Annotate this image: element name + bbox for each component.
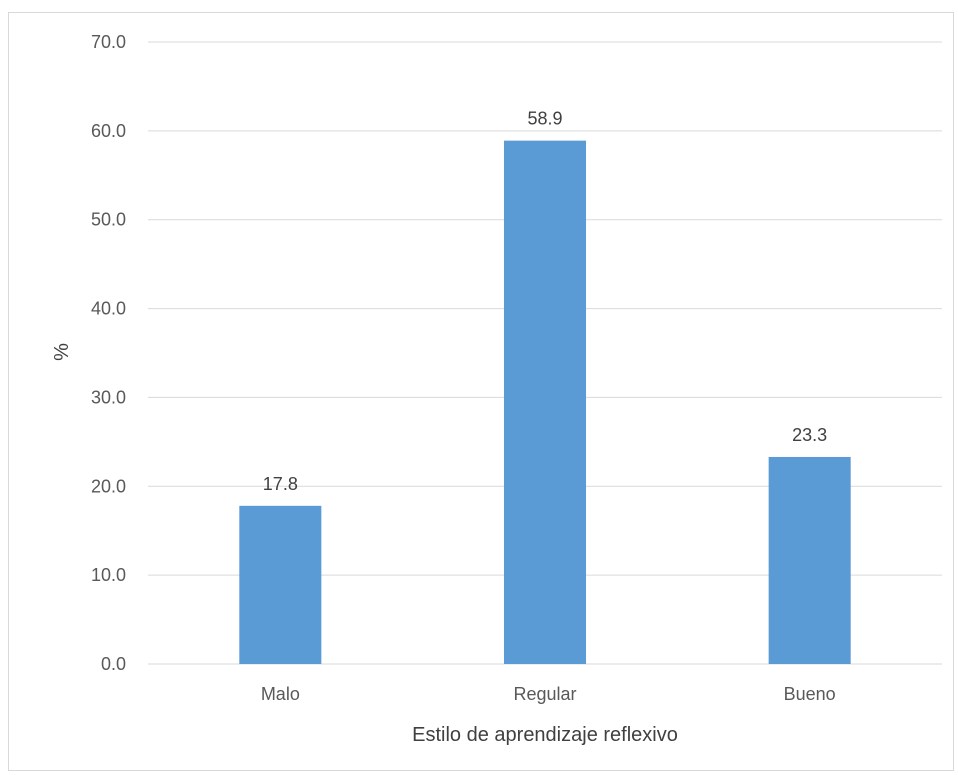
data-labels: 17.8 58.9 23.3	[263, 109, 827, 494]
y-axis-title: %	[51, 343, 73, 361]
y-axis-ticks: 0.0 10.0 20.0 30.0 40.0 50.0 60.0 70.0	[91, 32, 126, 674]
x-axis-ticks: Malo Regular Bueno	[261, 684, 836, 704]
data-label-regular: 58.9	[527, 109, 562, 129]
bars	[239, 140, 851, 665]
x-tick-label-regular: Regular	[513, 684, 576, 704]
y-tick-label: 20.0	[91, 476, 126, 496]
x-tick-label-bueno: Bueno	[784, 684, 836, 704]
x-tick-label-malo: Malo	[261, 684, 300, 704]
x-axis-title: Estilo de aprendizaje reflexivo	[412, 724, 678, 746]
data-label-bueno: 23.3	[792, 425, 827, 445]
y-tick-label: 70.0	[91, 32, 126, 52]
data-label-malo: 17.8	[263, 474, 298, 494]
y-tick-label: 10.0	[91, 565, 126, 585]
y-tick-label: 30.0	[91, 387, 126, 407]
y-tick-label: 40.0	[91, 299, 126, 319]
bar-malo	[239, 505, 322, 664]
y-tick-label: 0.0	[101, 654, 126, 674]
y-tick-label: 60.0	[91, 121, 126, 141]
bar-bueno	[768, 456, 851, 664]
y-tick-label: 50.0	[91, 210, 126, 230]
bar-regular	[503, 140, 587, 665]
